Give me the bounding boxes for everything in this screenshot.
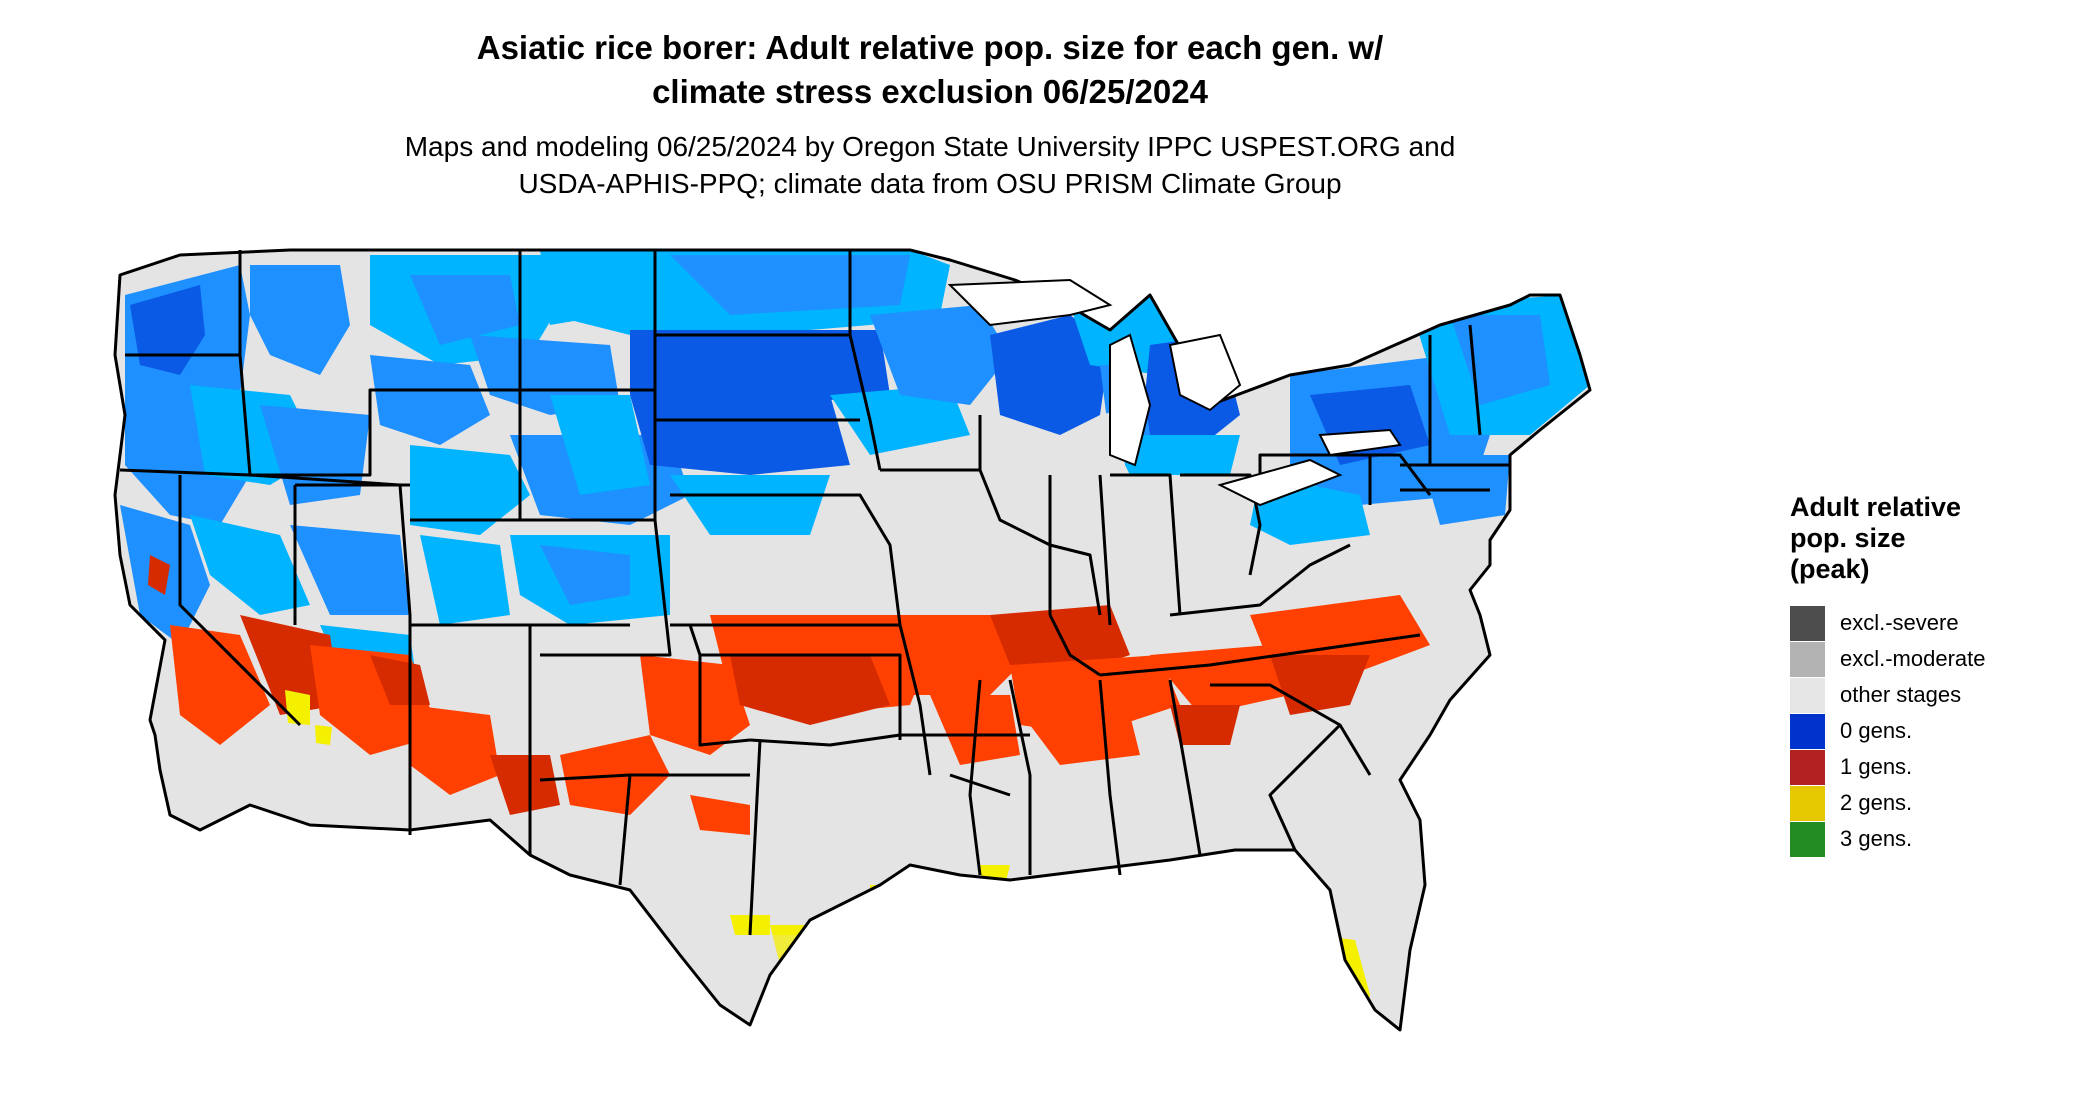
- legend-title-line: pop. size: [1790, 523, 1906, 553]
- map-title-line-2: climate stress exclusion 06/25/2024: [652, 73, 1208, 110]
- legend-label: 0 gens.: [1840, 718, 1913, 743]
- legend-item: 3 gens.: [1790, 821, 2090, 857]
- legend-items: excl.-severe excl.-moderate other stages 0 …: [1790, 605, 2090, 857]
- legend-label: other stages: [1840, 682, 1962, 707]
- legend-item: excl.-moderate: [1790, 641, 2090, 677]
- state-borders: [113, 248, 1592, 1032]
- legend: Adult relative pop. size (peak) excl.-se…: [1790, 492, 2090, 857]
- legend-label: 2 gens.: [1840, 790, 1913, 815]
- legend-label: 3 gens.: [1840, 826, 1913, 851]
- map-fill: [115, 250, 1590, 1030]
- legend-label: excl.-moderate: [1840, 646, 1986, 671]
- legend-label: excl.-severe: [1840, 610, 1959, 635]
- legend-swatch: [1790, 677, 1825, 713]
- legend-item: 0 gens.: [1790, 713, 2090, 749]
- legend-swatch: [1790, 785, 1825, 821]
- legend-swatch: [1790, 749, 1825, 785]
- great-lakes: [947, 278, 1402, 507]
- legend-swatch: [1790, 641, 1825, 677]
- map-title: Asiatic rice borer: Adult relative pop. …: [0, 26, 1860, 114]
- map-subtitle-line-1: Maps and modeling 06/25/2024 by Oregon S…: [404, 131, 1456, 162]
- legend-item: 1 gens.: [1790, 749, 2090, 785]
- map-title-line-1: Asiatic rice borer: Adult relative pop. …: [476, 29, 1384, 66]
- map-subtitle-line-2: USDA-APHIS-PPQ; climate data from OSU PR…: [518, 168, 1342, 199]
- legend-swatch: [1790, 713, 1825, 749]
- legend-item: excl.-severe: [1790, 605, 2090, 641]
- legend-title-line: Adult relative: [1790, 492, 1962, 522]
- legend-title-line: (peak): [1790, 554, 1870, 584]
- legend-item: 2 gens.: [1790, 785, 2090, 821]
- legend-swatch: [1790, 821, 1825, 857]
- legend-label: 1 gens.: [1840, 754, 1913, 779]
- legend-item: other stages: [1790, 677, 2090, 713]
- legend-title: Adult relative pop. size (peak): [1790, 492, 2090, 585]
- legend-swatch: [1790, 605, 1825, 641]
- map-subtitle: Maps and modeling 06/25/2024 by Oregon S…: [0, 128, 1860, 202]
- us-map: [113, 248, 1592, 1032]
